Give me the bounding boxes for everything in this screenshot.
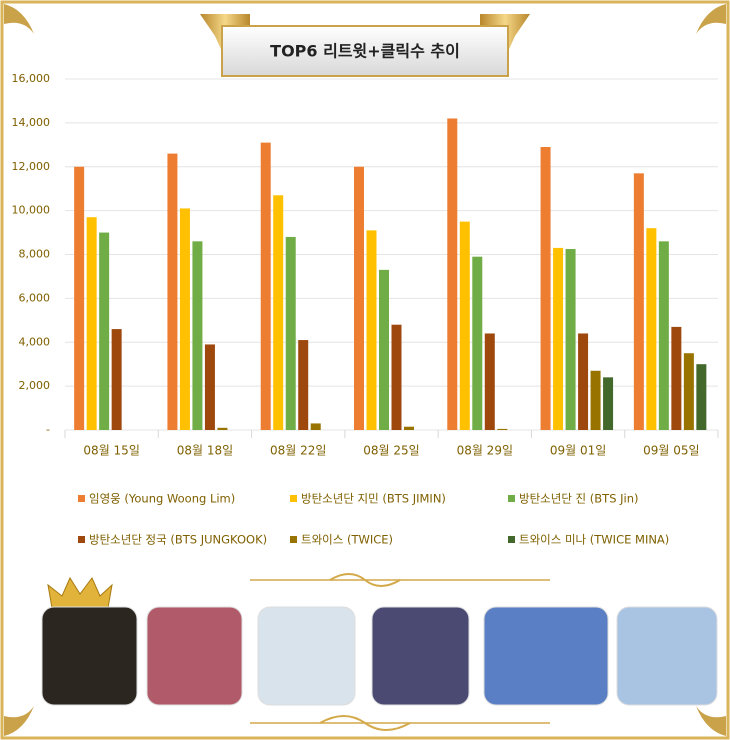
photo: [483, 606, 609, 706]
bar: [497, 428, 508, 430]
bar: [671, 326, 682, 430]
bar: [565, 249, 576, 430]
legend-label: 방탄소년단 정국 (BTS JUNGKOOK): [89, 533, 267, 547]
x-tick-label: 09월 05일: [643, 444, 699, 458]
legend-swatch: [78, 495, 85, 502]
legend-swatch: [78, 536, 85, 543]
bar: [404, 426, 414, 430]
bar: [285, 236, 296, 430]
bar: [633, 173, 644, 431]
y-tick-label: 8,000: [19, 248, 51, 261]
bar: [99, 232, 110, 430]
bar: [167, 153, 178, 430]
title-ribbon: [221, 25, 509, 77]
legend-label: 트와이스 (TWICE): [301, 533, 393, 547]
x-tick-label: 09월 01일: [550, 444, 606, 458]
crown: [47, 576, 113, 609]
bar: [379, 269, 389, 430]
bar: [590, 370, 601, 430]
legend-label: 트와이스 미나 (TWICE MINA): [519, 533, 669, 547]
divider: [250, 573, 550, 731]
bar: [366, 230, 377, 430]
bar: [459, 221, 470, 430]
chart-title: TOP6 리트윗+클릭수 추이: [270, 42, 460, 61]
bar: [646, 228, 657, 430]
x-tick-label: 08월 25일: [363, 444, 419, 458]
photo: [41, 606, 138, 706]
bar: [540, 147, 551, 430]
y-tick-label: 10,000: [12, 204, 51, 217]
bar: [179, 208, 190, 430]
y-tick-label: 14,000: [12, 116, 51, 129]
bar: [111, 329, 122, 430]
bar: [553, 247, 564, 430]
bar: [472, 256, 483, 430]
bar: [310, 423, 321, 430]
bar: [273, 195, 284, 430]
y-tick-label: 4,000: [19, 335, 51, 348]
bar: [298, 340, 309, 430]
y-tick-label: 12,000: [12, 160, 51, 173]
photo: [146, 606, 243, 706]
x-tick-label: 08월 15일: [83, 444, 139, 458]
bar: [447, 118, 458, 431]
bar: [74, 166, 85, 430]
bar: [683, 353, 694, 430]
bar: [603, 377, 614, 430]
legend-label: 방탄소년단 진 (BTS Jin): [519, 492, 639, 506]
bar: [192, 241, 203, 430]
photo: [616, 606, 718, 706]
photos: [41, 606, 718, 706]
bar: [391, 324, 402, 430]
bar: [354, 166, 364, 430]
bar: [578, 333, 589, 430]
legend-label: 임영웅 (Young Woong Lim): [89, 492, 235, 506]
x-tick-label: 08월 22일: [270, 444, 326, 458]
legend-swatch: [508, 536, 515, 543]
bar: [86, 217, 97, 430]
y-tick-label: 2,000: [19, 379, 51, 392]
x-tick-label: 08월 29일: [457, 444, 513, 458]
x-tick-label: 08월 18일: [177, 444, 233, 458]
bar: [484, 333, 495, 430]
photo: [371, 606, 470, 706]
legend-label: 방탄소년단 지민 (BTS JIMIN): [301, 492, 446, 506]
y-tick-label: 16,000: [12, 72, 51, 85]
bar: [217, 427, 228, 430]
legend-swatch: [290, 536, 297, 543]
bar: [204, 344, 215, 430]
bar: [658, 241, 669, 430]
y-tick-label: -: [46, 423, 50, 436]
y-tick-label: 6,000: [19, 291, 51, 304]
legend-swatch: [290, 495, 297, 502]
legend-swatch: [508, 495, 515, 502]
bar: [696, 364, 707, 430]
bar: [260, 142, 271, 430]
photo: [257, 606, 356, 706]
